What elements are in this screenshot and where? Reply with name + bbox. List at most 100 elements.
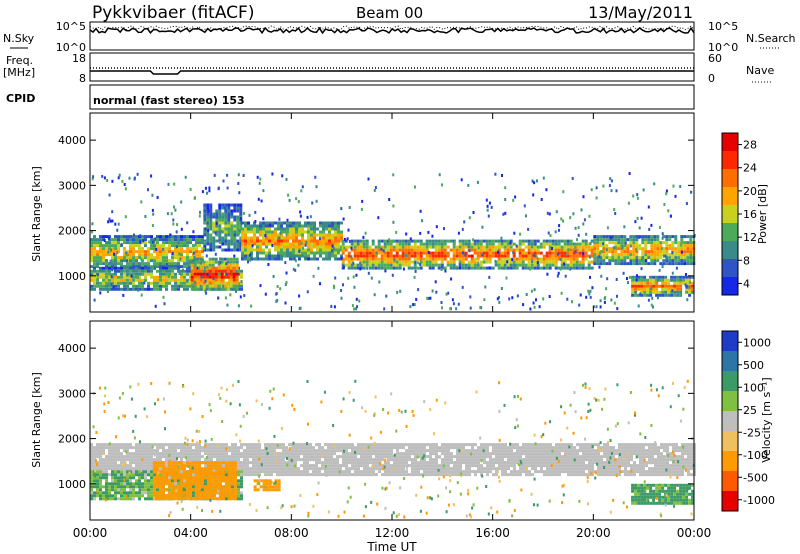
power-cell xyxy=(289,236,292,240)
power-cell xyxy=(114,272,117,276)
power-cell xyxy=(188,260,191,264)
power-cell xyxy=(479,248,483,252)
power-cell xyxy=(117,244,120,248)
power-cell xyxy=(123,247,126,251)
velocity-cell xyxy=(579,464,582,468)
power-cell xyxy=(203,214,206,218)
velocity-cell xyxy=(402,470,405,474)
power-cell xyxy=(322,224,325,228)
power-cell xyxy=(380,266,384,270)
power-cell xyxy=(434,260,438,264)
power-cell xyxy=(232,257,236,261)
velocity-cell xyxy=(183,461,186,465)
power-cell xyxy=(156,259,159,263)
velocity-cell xyxy=(351,452,354,456)
velocity-cell xyxy=(420,467,423,471)
power-cell xyxy=(409,305,412,309)
power-cell xyxy=(497,248,501,252)
power-cell xyxy=(485,260,489,264)
velocity-cell xyxy=(390,473,393,477)
power-cell xyxy=(262,257,265,261)
power-cell xyxy=(635,259,639,263)
velocity-cell xyxy=(351,446,354,450)
power-cell xyxy=(294,268,297,272)
power-cell xyxy=(192,259,195,263)
power-cell xyxy=(189,269,192,273)
velocity-cell xyxy=(435,455,438,459)
power-cell xyxy=(202,275,206,279)
power-cell xyxy=(653,241,657,245)
power-cell xyxy=(680,250,683,254)
power-cell xyxy=(584,245,588,249)
velocity-cell xyxy=(363,473,366,477)
velocity-cell xyxy=(177,443,180,447)
velocity-cell xyxy=(576,458,579,462)
power-cell xyxy=(292,236,295,240)
power-cell xyxy=(661,232,664,236)
power-cell xyxy=(221,236,224,240)
velocity-cell xyxy=(246,464,249,468)
power-cell xyxy=(268,248,271,252)
power-cell xyxy=(114,266,117,270)
power-cell xyxy=(180,227,183,231)
power-cell xyxy=(322,248,325,252)
power-cell xyxy=(592,305,595,309)
power-cell xyxy=(575,266,579,270)
power-cell xyxy=(105,269,108,273)
power-cell xyxy=(289,248,292,252)
power-cell xyxy=(153,284,156,288)
power-cell xyxy=(247,221,250,225)
power-cell xyxy=(688,293,692,297)
power-cell xyxy=(123,250,126,254)
power-cell xyxy=(596,253,600,257)
velocity-cell xyxy=(120,452,123,456)
power-cell xyxy=(99,256,102,260)
power-cell xyxy=(105,266,108,270)
power-cell xyxy=(333,305,336,309)
power-cell xyxy=(419,245,423,249)
velocity-cell xyxy=(411,446,414,450)
velocity-cell xyxy=(171,446,174,450)
velocity-cell xyxy=(543,452,546,456)
velocity-cell xyxy=(93,455,96,459)
power-cell xyxy=(310,251,313,255)
velocity-cell xyxy=(405,449,408,453)
velocity-cell xyxy=(537,458,540,462)
velocity-cell xyxy=(165,449,168,453)
velocity-cell xyxy=(426,461,429,465)
velocity-cell xyxy=(348,473,351,477)
power-cell xyxy=(223,266,227,270)
power-cell xyxy=(569,260,573,264)
power-cell xyxy=(486,204,489,208)
power-cell xyxy=(203,212,207,216)
power-cell xyxy=(611,259,615,263)
velocity-cell xyxy=(420,443,423,447)
velocity-cell xyxy=(432,467,435,471)
power-cell xyxy=(174,272,177,276)
power-cell xyxy=(221,227,225,231)
power-cell xyxy=(192,250,195,254)
power-cell xyxy=(177,241,180,245)
power-cell xyxy=(230,203,234,207)
velocity-cell xyxy=(450,470,453,474)
power-cell xyxy=(274,248,277,252)
velocity-cell xyxy=(246,446,249,450)
power-cell xyxy=(203,245,207,249)
power-cell xyxy=(325,245,328,249)
power-cell xyxy=(319,251,322,255)
velocity-cell xyxy=(366,464,369,468)
power-cell xyxy=(208,260,212,264)
power-cell xyxy=(389,245,393,249)
power-cell xyxy=(386,245,390,249)
velocity-cell xyxy=(531,473,534,477)
power-cell xyxy=(337,236,340,240)
power-cell xyxy=(668,247,672,251)
power-cell xyxy=(557,266,561,270)
power-cell xyxy=(362,251,366,255)
power-cell xyxy=(259,230,262,234)
power-cell xyxy=(156,269,159,273)
velocity-cell xyxy=(513,446,516,450)
power-cell xyxy=(307,239,310,243)
power-cell xyxy=(467,245,470,248)
velocity-cell xyxy=(135,452,138,456)
